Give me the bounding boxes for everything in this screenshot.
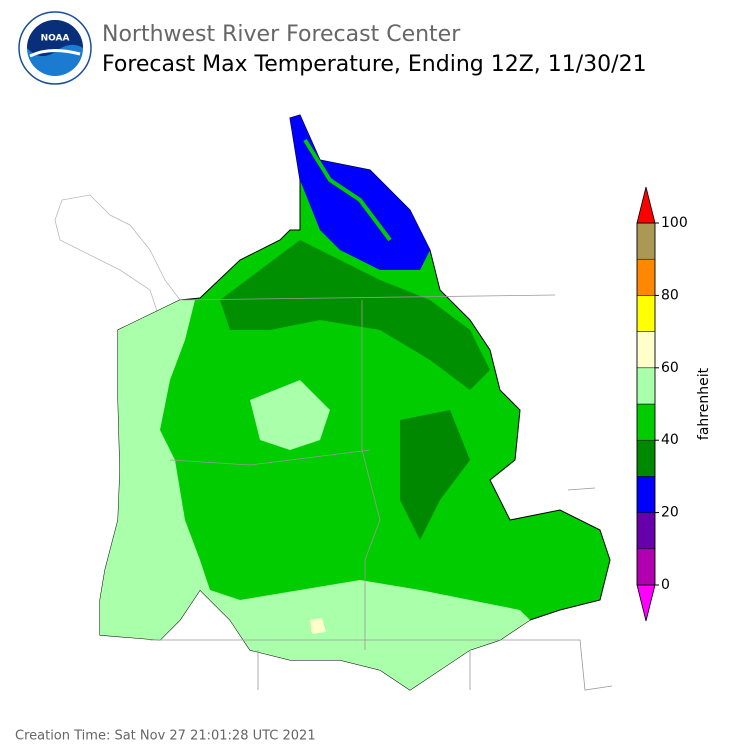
colorbar-label: fahrenheit bbox=[696, 367, 712, 440]
colorbar-bin bbox=[636, 548, 656, 586]
colorbar-tick-label: 80 bbox=[661, 287, 679, 303]
agency-name: Northwest River Forecast Center bbox=[102, 22, 461, 47]
colorbar-bin bbox=[636, 295, 656, 332]
colorbar-tick-label: 100 bbox=[661, 215, 688, 231]
colorbar-bin bbox=[636, 476, 656, 513]
colorbar-bin bbox=[636, 258, 656, 296]
colorbar-over-arrow bbox=[636, 186, 656, 224]
colorbar-tick-label: 60 bbox=[661, 360, 679, 376]
creation-time: Creation Time: Sat Nov 27 21:01:28 UTC 2… bbox=[15, 729, 316, 744]
map bbox=[54, 114, 613, 691]
colorbar-bin bbox=[636, 331, 656, 369]
svg-text:NOAA: NOAA bbox=[41, 34, 70, 44]
colorbar-tick-label: 40 bbox=[661, 432, 679, 448]
colorbar-under-arrow bbox=[636, 584, 656, 622]
colorbar-bin bbox=[636, 439, 656, 477]
colorbar: 0 20 40 60 80 100 bbox=[636, 186, 688, 622]
noaa-logo: NOAA bbox=[18, 11, 92, 85]
colorbar-tick-label: 20 bbox=[661, 505, 679, 521]
colorbar-tick-label: 0 bbox=[661, 577, 670, 593]
colorbar-bin bbox=[636, 222, 656, 260]
colorbar-bin bbox=[636, 512, 656, 550]
map-title: Forecast Max Temperature, Ending 12Z, 11… bbox=[102, 52, 647, 77]
colorbar-bin bbox=[636, 367, 656, 405]
colorbar-bin bbox=[636, 403, 656, 441]
colorbar-frame bbox=[636, 222, 656, 586]
